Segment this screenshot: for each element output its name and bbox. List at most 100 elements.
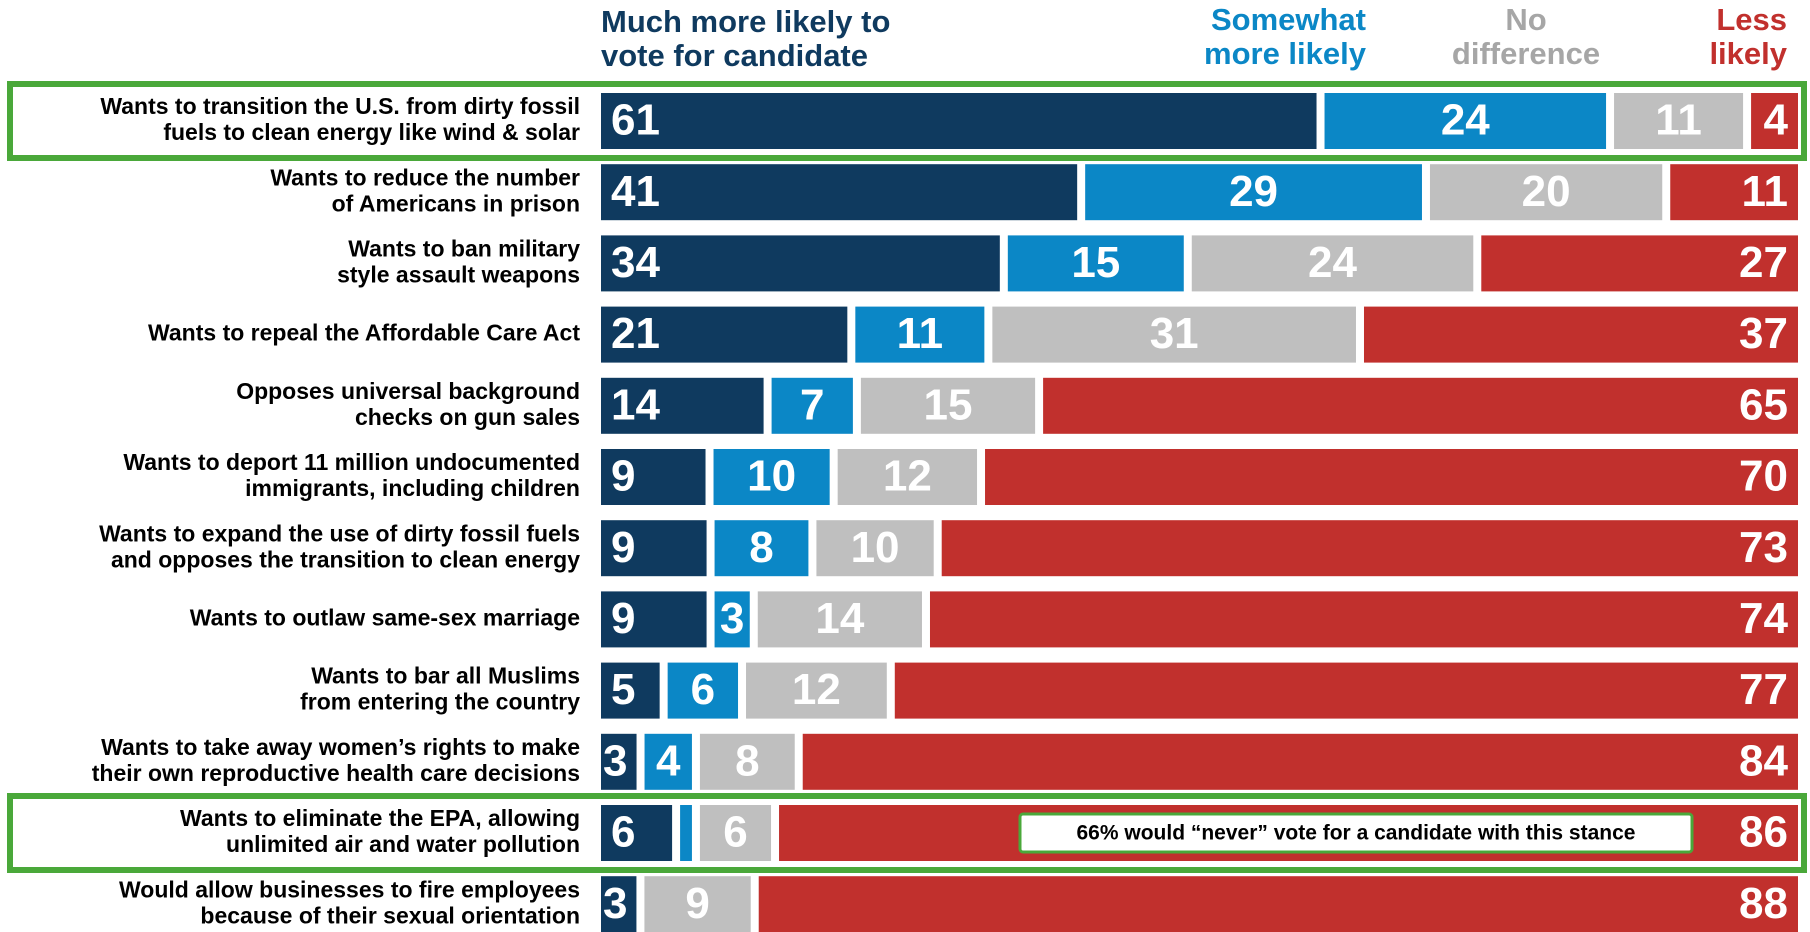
value-label: 24: [1441, 96, 1490, 145]
legend-label: Somewhat: [1211, 2, 1366, 37]
category-label: of Americans in prison: [332, 190, 580, 216]
category-label: Wants to reduce the number: [270, 164, 580, 190]
value-label: 77: [1739, 665, 1788, 714]
bar-segment: [713, 449, 830, 505]
value-label: 21: [611, 309, 660, 358]
category-label: Wants to repeal the Affordable Care Act: [148, 320, 580, 346]
bar-segment: [1085, 164, 1422, 221]
bar-segment: [1429, 164, 1663, 221]
bar-segment: [1751, 93, 1798, 149]
bar-segment: [601, 733, 637, 790]
bar-segment: [1007, 235, 1184, 292]
legend-label: Much more likely to: [601, 4, 890, 39]
bar-segment: [894, 662, 1798, 719]
highlight-box: [7, 793, 1807, 873]
value-label: 6: [723, 808, 747, 857]
bar-segment: [1481, 235, 1798, 292]
value-label: 12: [792, 665, 841, 714]
category-label: Wants to expand the use of dirty fossil …: [99, 520, 580, 546]
category-label: Wants to transition the U.S. from dirty …: [100, 93, 580, 119]
bar-segment: [667, 662, 739, 719]
legend-label: Less: [1716, 2, 1787, 37]
value-label: 14: [611, 380, 660, 429]
value-label: 34: [611, 238, 660, 287]
bar-segment: [601, 377, 764, 434]
value-label: 5: [611, 665, 635, 714]
value-label: 24: [1308, 238, 1357, 287]
value-label: 11: [1741, 167, 1788, 216]
value-label: 70: [1739, 452, 1788, 501]
bar-segment: [941, 520, 1798, 577]
bar-segment: [699, 733, 795, 790]
bar-segment: [1363, 306, 1798, 363]
value-label: 11: [897, 309, 944, 358]
value-label: 31: [1150, 309, 1199, 358]
bar-segment: [1670, 164, 1798, 221]
bar-segment: [816, 520, 934, 577]
value-label: 7: [800, 380, 824, 429]
value-label: 10: [851, 523, 900, 572]
value-label: 3: [603, 879, 627, 928]
bar-segment: [771, 377, 853, 434]
bar-segment: [985, 449, 1798, 505]
value-label: 74: [1739, 594, 1788, 643]
bar-segment: [757, 591, 922, 648]
bar-segment: [1324, 93, 1607, 149]
category-label: because of their sexual orientation: [200, 902, 580, 928]
value-label: 4: [656, 736, 681, 785]
value-label: 9: [611, 523, 635, 572]
category-label: Opposes universal background: [236, 378, 580, 404]
bar-segment: [601, 520, 707, 577]
value-label: 84: [1739, 736, 1788, 785]
value-label: 4: [1764, 96, 1789, 145]
legend-label: more likely: [1204, 36, 1367, 71]
annotation-box: [1018, 812, 1694, 854]
bar-segment: [1043, 377, 1798, 434]
bar-segment: [758, 876, 1798, 932]
highlight-box: [7, 81, 1807, 161]
value-label: 10: [747, 452, 796, 501]
bar-segment: [1614, 93, 1744, 149]
value-label: 15: [1071, 238, 1120, 287]
category-label: unlimited air and water pollution: [226, 831, 580, 857]
bar-segment: [601, 805, 673, 861]
value-label: 27: [1739, 238, 1788, 287]
bar-segment: [601, 164, 1078, 221]
value-label: 11: [1655, 96, 1702, 145]
bar-segment: [644, 876, 751, 932]
annotation-text: 66% would “never” vote for a candidate w…: [1077, 822, 1636, 845]
value-label: 61: [611, 96, 660, 145]
value-label: 9: [611, 594, 635, 643]
legend-label: difference: [1452, 36, 1600, 71]
value-label: 20: [1522, 167, 1571, 216]
bar-segment: [601, 876, 637, 932]
value-label: 12: [883, 452, 932, 501]
value-label: 37: [1739, 309, 1788, 358]
bar-segment: [714, 591, 750, 648]
bar-segment: [855, 306, 985, 363]
value-label: 88: [1739, 879, 1788, 928]
value-label: 3: [720, 594, 744, 643]
bar-segment: [746, 662, 887, 719]
category-label: and opposes the transition to clean ener…: [111, 546, 580, 572]
category-label: Wants to outlaw same-sex marriage: [190, 604, 580, 630]
category-label: Wants to deport 11 million undocumented: [123, 449, 580, 475]
category-label: Wants to ban military: [348, 235, 580, 261]
value-label: 86: [1739, 808, 1788, 857]
bar-segment: [992, 306, 1356, 363]
bar-segment: [601, 306, 848, 363]
value-label: 65: [1739, 380, 1788, 429]
value-label: 6: [691, 665, 715, 714]
bar-segment: [601, 93, 1317, 149]
bar-segment: [929, 591, 1798, 648]
bar-segment: [644, 733, 692, 790]
category-label: Wants to bar all Muslims: [311, 663, 580, 689]
legend-label: vote for candidate: [601, 38, 868, 73]
category-label: Wants to take away women’s rights to mak…: [101, 734, 580, 760]
value-label: 29: [1229, 167, 1278, 216]
category-label: style assault weapons: [337, 261, 580, 287]
category-label: fuels to clean energy like wind & solar: [163, 119, 580, 145]
bar-segment: [601, 662, 660, 719]
value-label: 14: [815, 594, 864, 643]
